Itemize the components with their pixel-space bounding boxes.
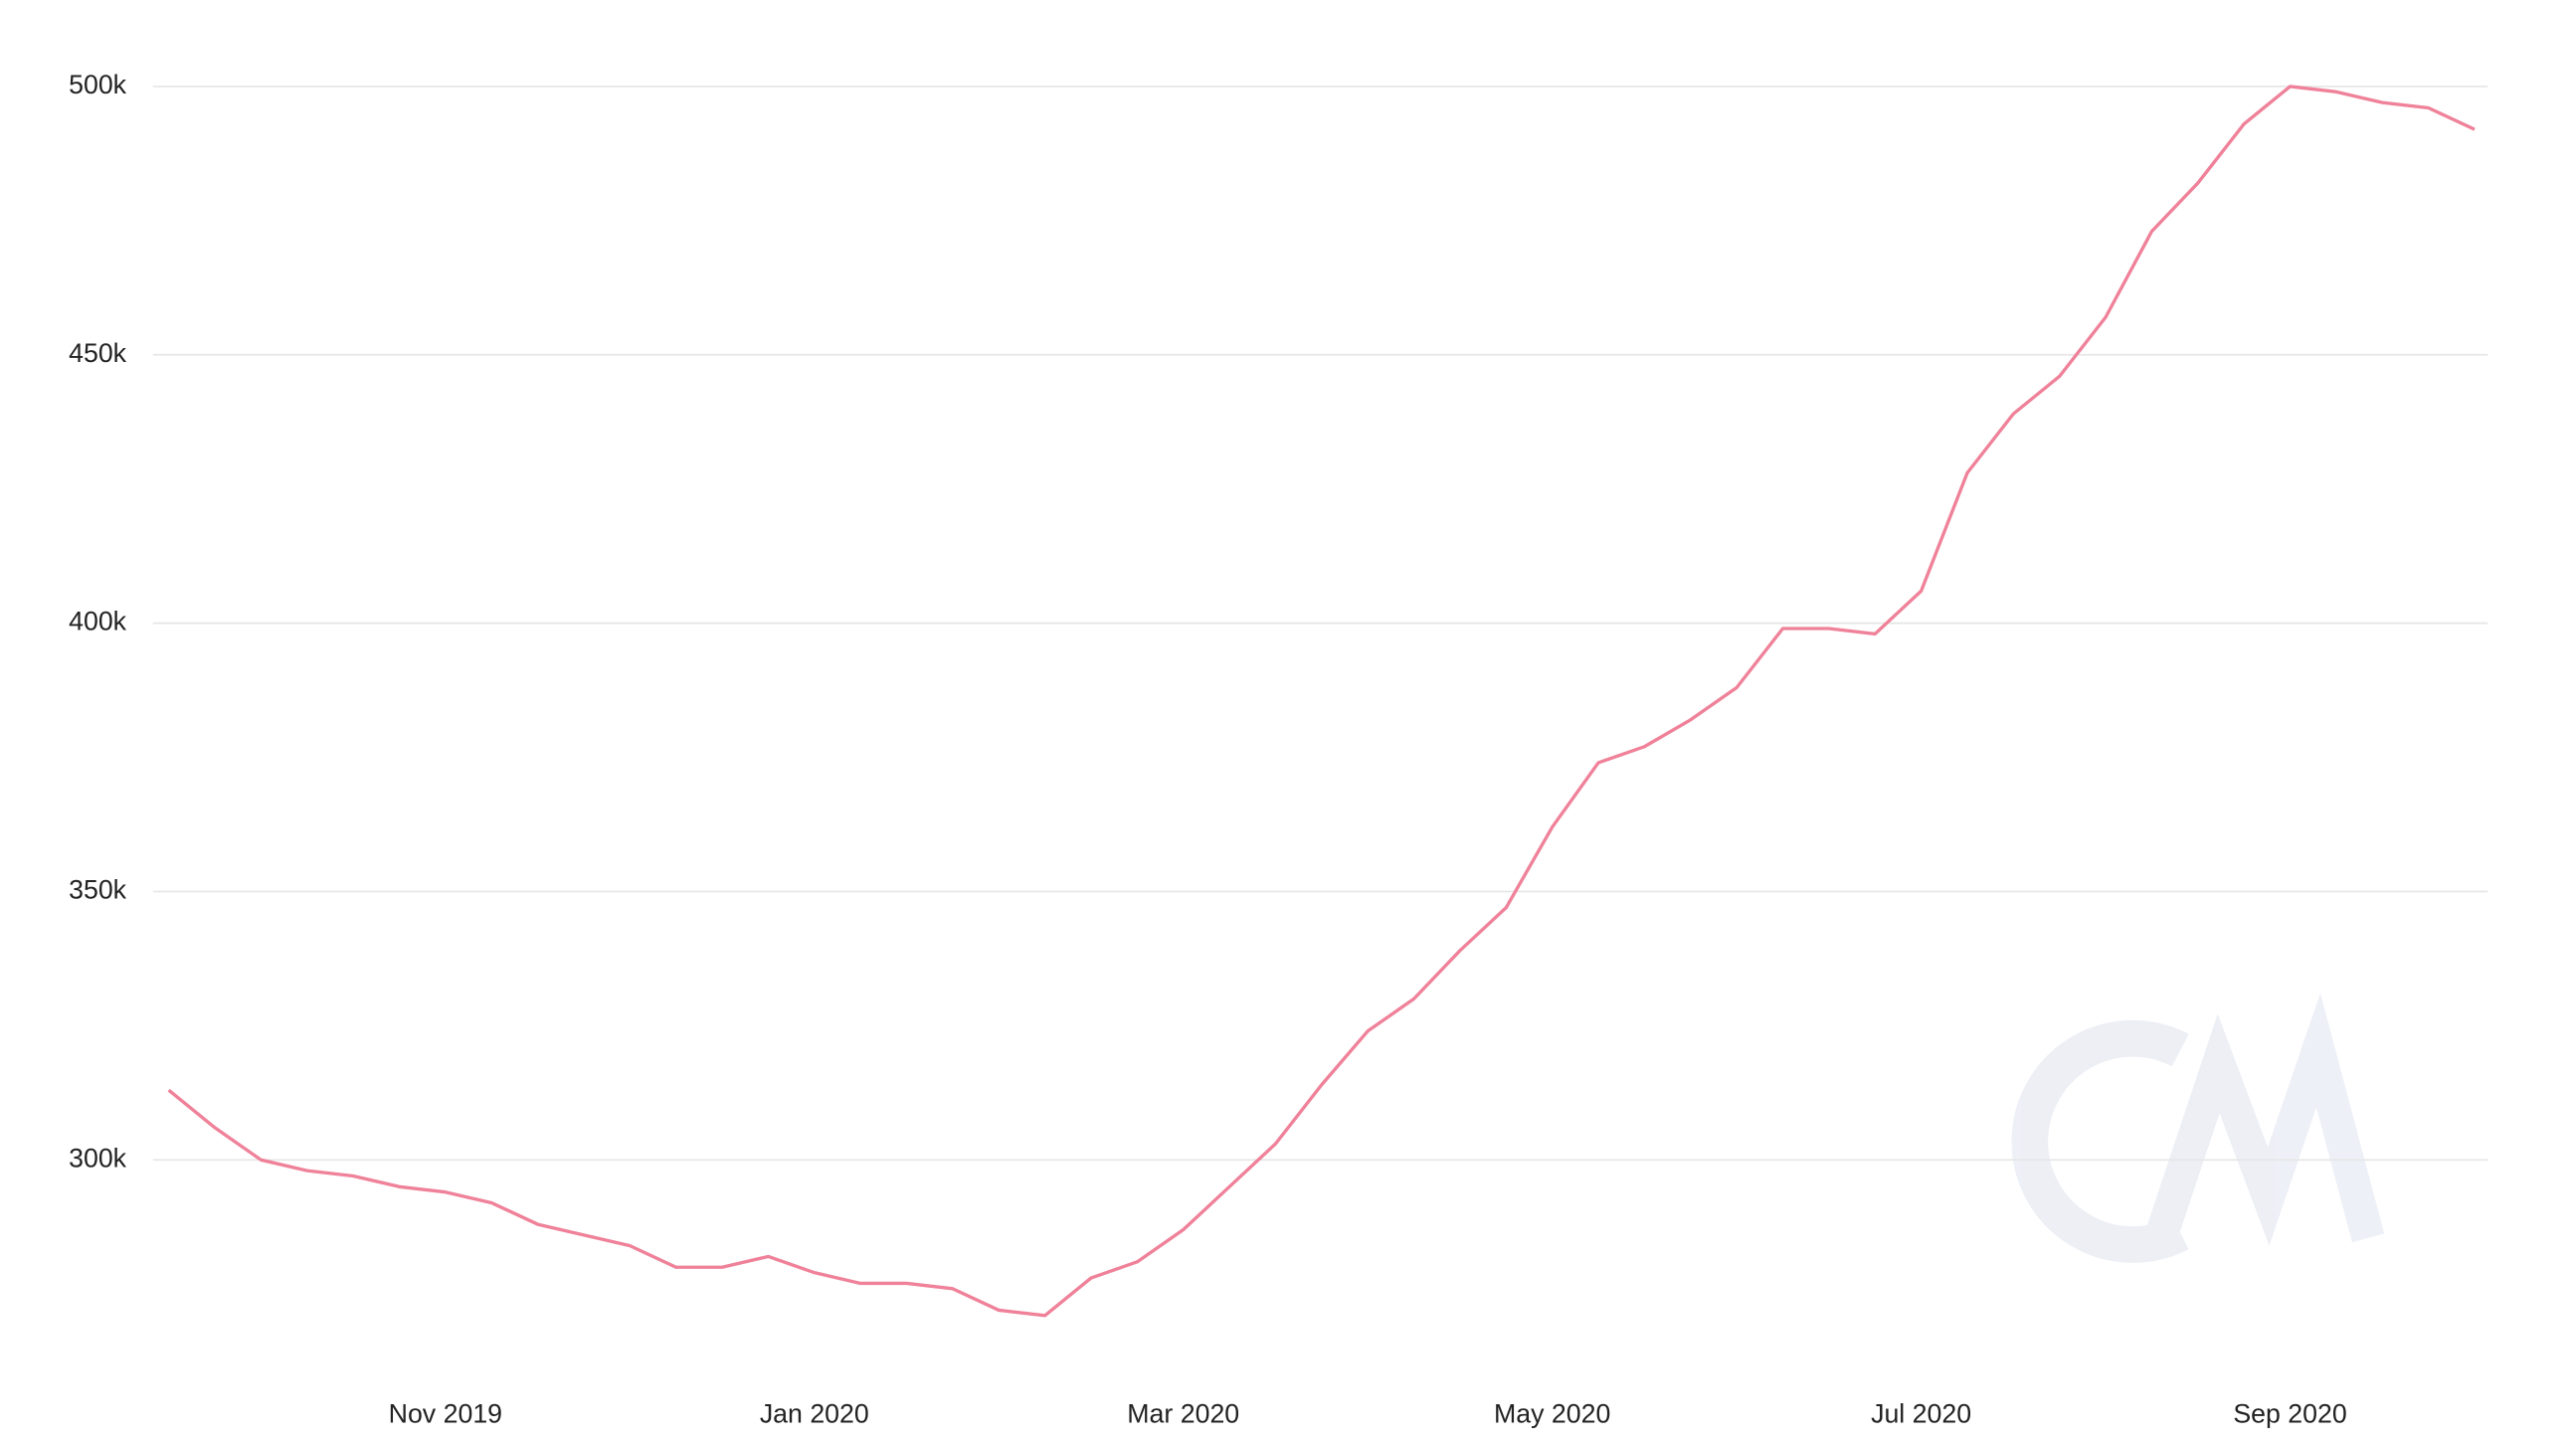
x-tick-label: Mar 2020	[1127, 1399, 1239, 1429]
y-tick-label: 350k	[69, 875, 127, 905]
y-tick-label: 450k	[69, 338, 127, 368]
x-tick-label: Nov 2019	[389, 1399, 502, 1429]
y-tick-label: 500k	[69, 70, 127, 99]
x-tick-label: Jul 2020	[1871, 1399, 1971, 1429]
watermark-c	[2011, 1019, 2189, 1263]
watermark-m	[2144, 993, 2385, 1246]
y-tick-label: 400k	[69, 607, 127, 636]
line-series	[167, 85, 2476, 1318]
y-tick-label: 300k	[69, 1143, 127, 1173]
x-tick-label: Jan 2020	[760, 1399, 869, 1429]
x-tick-label: May 2020	[1494, 1399, 1610, 1429]
watermark	[2011, 993, 2385, 1263]
x-tick-label: Sep 2020	[2233, 1399, 2346, 1429]
